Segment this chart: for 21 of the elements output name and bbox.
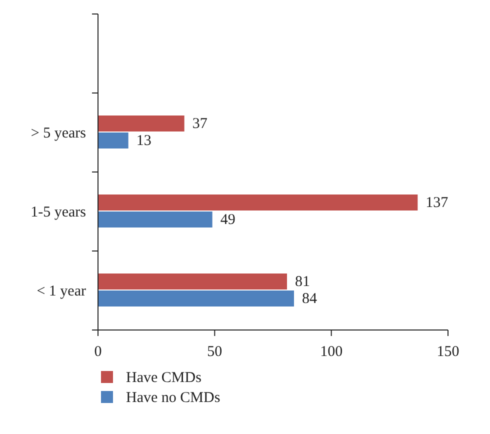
y-tick-label: < 1 year	[36, 284, 86, 300]
data-label: 84	[302, 291, 318, 307]
x-tick-label: 0	[94, 344, 102, 360]
bar	[98, 132, 128, 148]
y-tick-label: 1-5 years	[30, 204, 86, 220]
bar	[98, 116, 184, 132]
data-label: 13	[136, 133, 152, 149]
bar	[98, 212, 212, 228]
y-tick-label: > 5 years	[30, 126, 86, 142]
bar	[98, 274, 287, 290]
x-tick-label: 150	[436, 344, 460, 360]
data-label: 37	[192, 116, 208, 132]
data-label: 49	[220, 212, 236, 228]
data-label: 81	[295, 274, 310, 290]
x-tick-label: 50	[207, 344, 222, 360]
bar	[98, 290, 294, 306]
data-label: 137	[426, 195, 449, 211]
bar	[98, 194, 418, 210]
legend-label: Have CMDs	[126, 370, 202, 386]
legend-label: Have no CMDs	[126, 390, 220, 406]
x-tick-label: 100	[320, 344, 343, 360]
